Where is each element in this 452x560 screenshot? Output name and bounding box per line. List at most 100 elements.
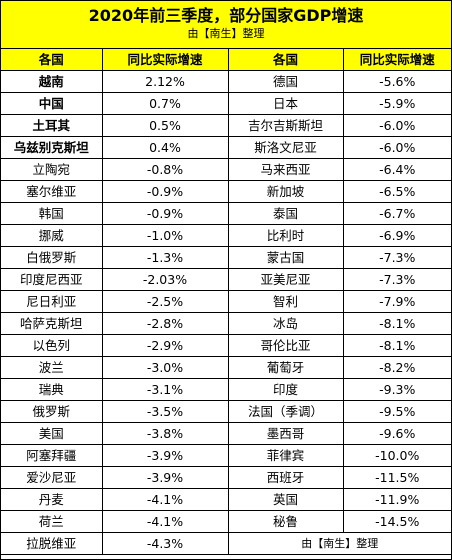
table-row: 土耳其 0.5% 吉尔吉斯斯坦 -6.0% — [1, 114, 451, 137]
country-cell: 亚美尼亚 — [227, 268, 344, 291]
country-cell: 塞尔维亚 — [1, 180, 103, 203]
country-cell: 冰岛 — [227, 312, 344, 335]
page-subtitle: 由【南生】整理 — [187, 27, 265, 40]
growth-value-cell: -3.0% — [101, 356, 229, 379]
country-cell: 哥伦比亚 — [227, 334, 344, 357]
growth-value-cell: -0.8% — [101, 158, 229, 181]
growth-value-cell: -10.0% — [342, 444, 451, 467]
table-row: 哈萨克斯坦 -2.8% 冰岛 -8.1% — [1, 312, 451, 335]
growth-value-cell: -7.9% — [342, 290, 451, 313]
table-row: 印度尼西亚 -2.03% 亚美尼亚 -7.3% — [1, 268, 451, 291]
column-header-growth-right: 同比实际增速 — [342, 49, 451, 71]
country-cell: 英国 — [227, 488, 344, 511]
growth-value-cell: -6.9% — [342, 224, 451, 247]
growth-value-cell: -5.9% — [342, 92, 451, 115]
country-cell: 爱沙尼亚 — [1, 466, 103, 489]
growth-value-cell: -14.5% — [342, 510, 451, 533]
table-row: 乌兹别克斯坦 0.4% 斯洛文尼亚 -6.0% — [1, 136, 451, 159]
table-row: 越南 2.12% 德国 -5.6% — [1, 70, 451, 93]
growth-value-cell: -8.2% — [342, 356, 451, 379]
country-cell: 阿塞拜疆 — [1, 444, 103, 467]
growth-value-cell: 2.12% — [101, 70, 229, 93]
table-row: 中国 0.7% 日本 -5.9% — [1, 92, 451, 115]
country-cell: 印度尼西亚 — [1, 268, 103, 291]
table-header-row: 各国 同比实际增速 各国 同比实际增速 — [1, 49, 451, 71]
country-cell: 日本 — [227, 92, 344, 115]
growth-value-cell: -8.1% — [342, 334, 451, 357]
gdp-table: 各国 同比实际增速 各国 同比实际增速 越南 2.12% 德国 -5.6% 中国 0.7%… — [1, 49, 451, 555]
growth-value-cell: -3.1% — [101, 378, 229, 401]
growth-value-cell: -8.1% — [342, 312, 451, 335]
growth-value-cell: -7.3% — [342, 246, 451, 269]
country-cell: 尼日利亚 — [1, 290, 103, 313]
country-cell: 越南 — [1, 70, 103, 93]
growth-value-cell: -11.9% — [342, 488, 451, 511]
table-row: 韩国 -0.9% 泰国 -6.7% — [1, 202, 451, 225]
country-cell: 蒙古国 — [227, 246, 344, 269]
table-row: 俄罗斯 -3.5% 法国（季调） -9.5% — [1, 400, 451, 423]
table-row: 丹麦 -4.1% 英国 -11.9% — [1, 488, 451, 511]
growth-value-cell: -6.7% — [342, 202, 451, 225]
country-cell: 新加坡 — [227, 180, 344, 203]
table-row: 荷兰 -4.1% 秘鲁 -14.5% — [1, 510, 451, 533]
growth-value-cell: -2.8% — [101, 312, 229, 335]
growth-value-cell: 0.7% — [101, 92, 229, 115]
table-row: 爱沙尼亚 -3.9% 西班牙 -11.5% — [1, 466, 451, 489]
growth-value-cell: -0.9% — [101, 180, 229, 203]
growth-value-cell: -3.5% — [101, 400, 229, 423]
country-cell: 立陶宛 — [1, 158, 103, 181]
country-cell: 波兰 — [1, 356, 103, 379]
country-cell: 斯洛文尼亚 — [227, 136, 344, 159]
country-cell: 乌兹别克斯坦 — [1, 136, 103, 159]
table-row: 美国 -3.8% 墨西哥 -9.6% — [1, 422, 451, 445]
country-cell: 菲律宾 — [227, 444, 344, 467]
growth-value-cell: -3.9% — [101, 444, 229, 467]
country-cell: 白俄罗斯 — [1, 246, 103, 269]
country-cell: 秘鲁 — [227, 510, 344, 533]
growth-value-cell: -6.0% — [342, 114, 451, 137]
growth-value-cell: -1.3% — [101, 246, 229, 269]
table-row: 白俄罗斯 -1.3% 蒙古国 -7.3% — [1, 246, 451, 269]
column-header-country-right: 各国 — [227, 49, 344, 71]
country-cell: 墨西哥 — [227, 422, 344, 445]
growth-value-cell: -2.9% — [101, 334, 229, 357]
growth-value-cell: -9.3% — [342, 378, 451, 401]
country-cell: 挪威 — [1, 224, 103, 247]
growth-value-cell: -4.1% — [101, 488, 229, 511]
country-cell: 俄罗斯 — [1, 400, 103, 423]
growth-value-cell: -0.9% — [101, 202, 229, 225]
country-cell: 比利时 — [227, 224, 344, 247]
growth-value-cell: -1.0% — [101, 224, 229, 247]
country-cell: 美国 — [1, 422, 103, 445]
growth-value-cell: -2.5% — [101, 290, 229, 313]
column-header-growth-left: 同比实际增速 — [101, 49, 229, 71]
country-cell: 土耳其 — [1, 114, 103, 137]
country-cell: 瑞典 — [1, 378, 103, 401]
growth-value-cell: 0.5% — [101, 114, 229, 137]
country-cell: 拉脱维亚 — [1, 532, 103, 555]
table-row: 尼日利亚 -2.5% 智利 -7.9% — [1, 290, 451, 313]
table-row: 挪威 -1.0% 比利时 -6.9% — [1, 224, 451, 247]
growth-value-cell: -11.5% — [342, 466, 451, 489]
growth-value-cell: -9.5% — [342, 400, 451, 423]
country-cell: 印度 — [227, 378, 344, 401]
country-cell: 西班牙 — [227, 466, 344, 489]
growth-value-cell: -7.3% — [342, 268, 451, 291]
source-note: 由【南生】整理 — [227, 532, 451, 555]
country-cell: 丹麦 — [1, 488, 103, 511]
country-cell: 以色列 — [1, 334, 103, 357]
title-banner: 2020年前三季度，部分国家GDP增速 由【南生】整理 — [1, 1, 451, 49]
country-cell: 马来西亚 — [227, 158, 344, 181]
table-row: 波兰 -3.0% 葡萄牙 -8.2% — [1, 356, 451, 379]
growth-value-cell: -6.4% — [342, 158, 451, 181]
page-title: 2020年前三季度，部分国家GDP增速 — [88, 6, 364, 25]
growth-value-cell: -2.03% — [101, 268, 229, 291]
country-cell: 葡萄牙 — [227, 356, 344, 379]
country-cell: 德国 — [227, 70, 344, 93]
column-header-country-left: 各国 — [1, 49, 103, 71]
table-row: 拉脱维亚 -4.3% 由【南生】整理 — [1, 532, 451, 555]
country-cell: 泰国 — [227, 202, 344, 225]
growth-value-cell: -3.8% — [101, 422, 229, 445]
country-cell: 韩国 — [1, 202, 103, 225]
